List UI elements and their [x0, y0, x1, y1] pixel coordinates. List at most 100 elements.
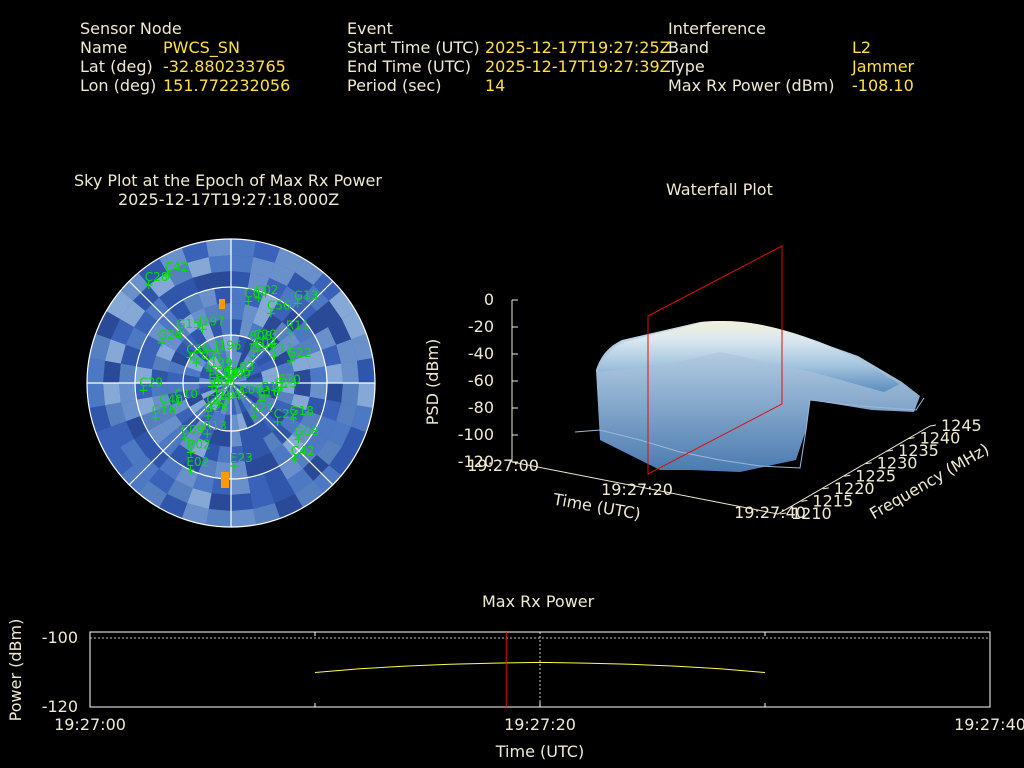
- sky-power-tile: [205, 509, 231, 527]
- sky-power-tile: [125, 415, 148, 439]
- sky-power-tile: [159, 493, 188, 519]
- waterfall-surface-top: [598, 321, 900, 392]
- sky-power-tile: [286, 404, 307, 423]
- sky-power-tile: [120, 300, 146, 327]
- sky-power-tile: [241, 337, 255, 356]
- sky-power-tile: [181, 241, 209, 263]
- sky-power-tile: [136, 396, 156, 416]
- interference-band-label: Band: [668, 38, 710, 57]
- waterfall-z-ticks: 0 -20 -40 -60 -80 -100 -120: [458, 290, 518, 471]
- waterfall-freq-tick: [908, 437, 915, 440]
- sky-power-tile: [258, 359, 277, 373]
- sky-power-tile: [219, 430, 231, 447]
- sky-power-tile: [191, 438, 210, 459]
- event-end-value: 2025-12-17T19:27:39Z: [485, 57, 671, 76]
- sky-power-tile: [207, 337, 221, 356]
- satellite-marker: +: [286, 354, 297, 369]
- sky-power-tile: [276, 391, 295, 405]
- sky-power-tile: [223, 367, 231, 383]
- sky-power-tile: [341, 383, 359, 406]
- interference-power-value: -108.10: [852, 76, 914, 95]
- sky-power-tile: [246, 372, 263, 381]
- sky-power-tile: [140, 410, 162, 431]
- sky-power-tile: [267, 341, 287, 359]
- satellite-label: G25: [206, 393, 231, 407]
- sky-power-tile: [336, 339, 358, 364]
- sky-power-tile: [215, 352, 226, 370]
- waterfall-z-tick-label: -100: [458, 425, 494, 444]
- sky-power-tile: [325, 383, 343, 403]
- sky-power-tile: [231, 369, 242, 383]
- satellite-marker: +: [214, 346, 225, 361]
- satellite-label: G15: [176, 317, 201, 331]
- sky-power-tile: [169, 444, 191, 467]
- satellite-label: J193: [227, 360, 254, 374]
- sky-power-tile: [95, 426, 121, 455]
- sky-power-tile: [225, 351, 231, 368]
- event-start-value: 2025-12-17T19:27:25Z: [485, 38, 671, 57]
- sky-power-tile: [225, 367, 231, 383]
- sky-power-tile: [138, 481, 167, 508]
- satellite-marker: +: [272, 415, 283, 430]
- sky-power-tile: [183, 366, 201, 378]
- sky-power-tile: [263, 313, 283, 334]
- sky-power-tile: [269, 479, 295, 504]
- sky-power-tile: [110, 421, 135, 447]
- sky-power-tile: [252, 438, 271, 459]
- waterfall-freq-tick: [779, 512, 787, 515]
- sky-power-tile: [231, 430, 243, 447]
- satellite-label: G26: [204, 401, 229, 415]
- sky-power-tile: [231, 383, 239, 399]
- sky-power-tile: [272, 351, 292, 367]
- satellite-marker: +: [284, 327, 295, 342]
- sky-power-tile: [236, 396, 247, 414]
- sky-power-tile: [269, 262, 295, 287]
- event-title: Event: [347, 19, 393, 38]
- sky-power-tile: [280, 331, 301, 351]
- satellite-label: R03: [222, 383, 246, 397]
- sky-power-tile: [231, 383, 247, 386]
- sky-power-tile: [231, 367, 239, 383]
- sky-power-tile: [200, 407, 215, 425]
- satellite-label: E04: [254, 336, 277, 350]
- satellite-label: J196: [214, 338, 241, 352]
- satellite-label: G13: [294, 288, 319, 302]
- sky-power-tile: [274, 493, 303, 519]
- power-x-tick-label: 19:27:00: [54, 715, 126, 734]
- sky-power-tile: [280, 415, 301, 435]
- sky-power-tile: [200, 367, 218, 378]
- sensor-name-label: Name: [80, 38, 128, 57]
- sky-power-tile: [205, 239, 231, 257]
- sky-power-tile: [192, 473, 215, 494]
- sky-power-tile: [231, 335, 240, 352]
- sky-power-tile: [208, 255, 231, 273]
- sky-power-tile: [219, 319, 231, 336]
- sky-power-tile: [278, 371, 295, 383]
- waterfall-noise-floor: [574, 397, 925, 469]
- satellite-label: J197: [197, 314, 224, 328]
- satellite-marker: +: [197, 322, 208, 337]
- sky-power-tile: [192, 272, 215, 293]
- sky-power-tile: [215, 383, 231, 386]
- sky-power-tile: [140, 335, 162, 356]
- satellite-marker: +: [277, 380, 288, 395]
- sensor-title: Sensor Node: [80, 19, 182, 38]
- sky-power-tile: [300, 410, 322, 431]
- sky-power-tile: [274, 247, 303, 273]
- sky-power-tile: [295, 481, 324, 508]
- satellite-label: J200: [223, 367, 250, 381]
- sky-power-tile: [351, 333, 373, 361]
- sky-power-tile: [314, 415, 337, 439]
- sky-power-tile: [258, 452, 279, 474]
- waterfall-title: Waterfall Plot: [666, 180, 773, 199]
- sky-power-tile: [210, 355, 223, 371]
- event-end-label: End Time (UTC): [347, 57, 471, 76]
- satellite-label: C56: [267, 299, 291, 313]
- sky-power-tile: [225, 398, 231, 415]
- sky-power-tile: [231, 271, 251, 289]
- satellite-label: E16: [257, 386, 280, 400]
- sky-power-tile: [148, 468, 175, 494]
- sky-power-tile: [191, 307, 210, 328]
- sky-power-tile: [241, 410, 255, 429]
- sky-power-tile: [246, 377, 263, 383]
